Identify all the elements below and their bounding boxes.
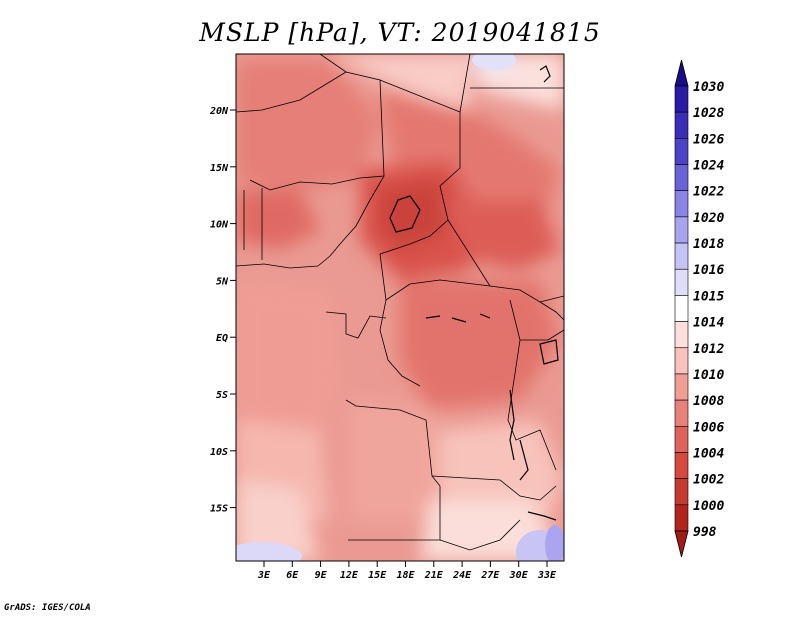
- colorbar-label: 1020: [693, 211, 724, 226]
- lat-tick-label: 15N: [210, 163, 229, 174]
- colorbar-label: 1024: [693, 159, 724, 174]
- colorbar-box: [674, 504, 689, 532]
- colorbar-box: [674, 347, 689, 375]
- colorbar-box: [674, 425, 689, 453]
- lon-tick-label: 12E: [340, 570, 359, 581]
- colorbar-box: [674, 216, 689, 244]
- colorbar-box: [674, 164, 689, 192]
- colorbar-label: 1000: [693, 499, 724, 514]
- lat-tick-label: 15S: [210, 504, 228, 515]
- colorbar-box: [674, 268, 689, 296]
- colorbar-top-arrow: [674, 59, 689, 87]
- colorbar-box: [674, 295, 689, 322]
- lat-tick-label: EQ: [216, 333, 228, 344]
- colorbar-label: 1018: [693, 237, 724, 252]
- colorbar-label: 1002: [693, 473, 724, 488]
- lat-tick-label: 20N: [209, 106, 229, 117]
- colorbar: 1030 1028 1026 1024 1022 1020 1018 1016 1015 1014…: [674, 59, 724, 558]
- lat-tick-label: 10S: [210, 447, 228, 458]
- colorbar-box: [674, 138, 689, 165]
- colorbar-box: [674, 321, 689, 349]
- lon-tick-label: 6E: [286, 570, 299, 581]
- map-frame: [235, 53, 565, 562]
- lat-tick-label: 5S: [216, 390, 228, 401]
- colorbar-label: 1012: [693, 342, 724, 357]
- colorbar-box: [674, 399, 689, 427]
- colorbar-label: 1004: [693, 446, 724, 461]
- latitude-axis: 20N 15N 10N 5N EQ 5S 10S 15S: [209, 106, 236, 515]
- colorbar-label: 1006: [693, 420, 724, 435]
- colorbar-label: 1030: [693, 80, 724, 95]
- colorbar-box: [674, 111, 689, 139]
- colorbar-box: [674, 242, 689, 270]
- lat-tick-label: 10N: [210, 220, 229, 231]
- lon-tick-label: 33E: [537, 570, 557, 581]
- chart-title: MSLP [hPa], VT: 2019041815: [199, 18, 601, 47]
- grads-credit: GrADS: IGES/COLA: [4, 603, 91, 613]
- lon-tick-label: 3E: [257, 570, 271, 581]
- colorbar-label: 1014: [693, 316, 724, 331]
- colorbar-box: [674, 190, 689, 218]
- lon-tick-label: 30E: [509, 570, 529, 581]
- lon-tick-label: 9E: [315, 570, 328, 581]
- colorbar-label: 1022: [693, 185, 724, 200]
- lon-tick-label: 21E: [424, 570, 444, 581]
- colorbar-label: 1010: [693, 368, 724, 383]
- lon-tick-label: 15E: [368, 570, 387, 581]
- longitude-axis: 3E 6E 9E 12E 15E 18E 21E 24E 27E 30E 33E: [257, 561, 557, 581]
- colorbar-label: 1028: [693, 106, 724, 121]
- colorbar-box: [674, 452, 689, 479]
- colorbar-label: 1016: [693, 263, 724, 278]
- mslp-field: [236, 54, 564, 561]
- colorbar-label: 1008: [693, 394, 724, 409]
- colorbar-box: [674, 373, 689, 401]
- lon-tick-label: 24E: [452, 570, 472, 581]
- lat-tick-label: 5N: [216, 276, 229, 287]
- colorbar-bottom-arrow: [674, 530, 689, 558]
- lon-tick-label: 18E: [396, 570, 415, 581]
- lon-tick-label: 27E: [480, 570, 500, 581]
- colorbar-label: 998: [693, 525, 717, 540]
- colorbar-label: 1026: [693, 132, 724, 147]
- colorbar-label: 1015: [693, 289, 724, 304]
- colorbar-box: [674, 478, 689, 506]
- colorbar-box: [674, 85, 689, 113]
